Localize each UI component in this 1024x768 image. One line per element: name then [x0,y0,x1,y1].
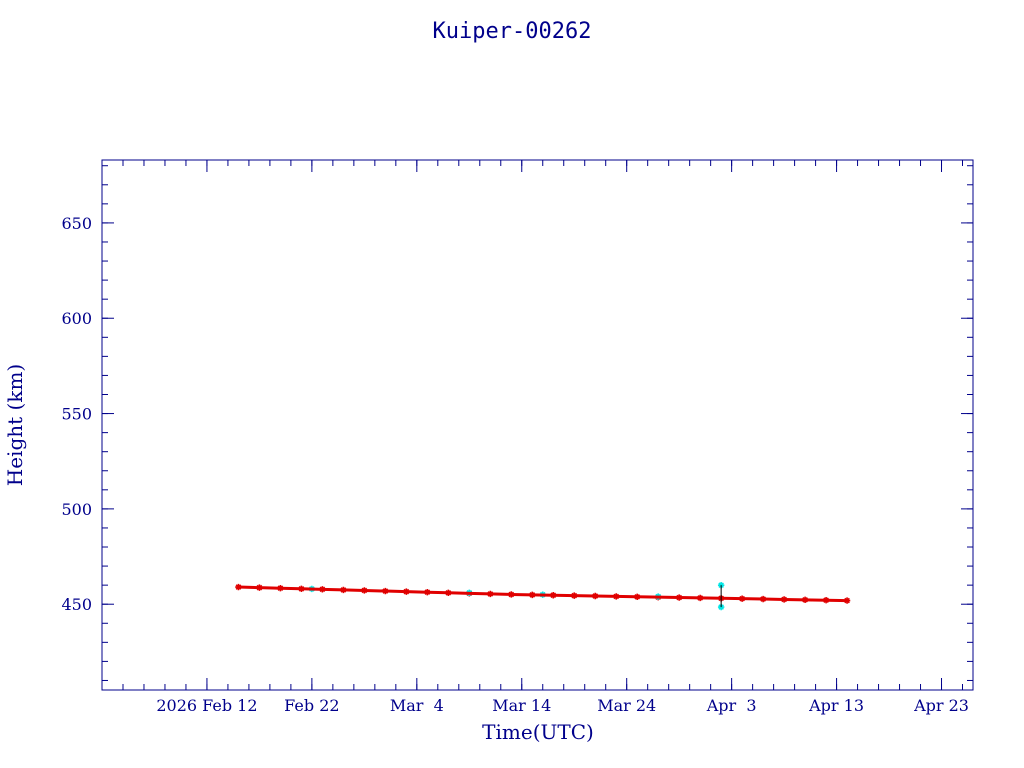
x-tick-label: 2026 Feb 12 [156,696,257,715]
x-tick-label: Mar 24 [597,696,656,715]
x-tick-label: Apr 13 [808,696,864,715]
x-axis: 2026 Feb 12 Feb 22 Mar 4 Mar 14 Mar 24 Apr 3 A… [156,160,969,715]
y-tick-label: 450 [61,595,92,614]
x-tick-label: Apr 23 [913,696,969,715]
y-tick-label: 550 [61,405,92,424]
y-tick-label: 650 [61,214,92,233]
plot-frame [101,159,974,691]
x-tick-label: Feb 22 [284,696,339,715]
x-axis-label: Time(UTC) [482,720,594,744]
series-line [238,585,848,603]
x-tick-label: Mar 4 [390,696,444,715]
y-tick-label: 500 [61,500,92,519]
y-tick-label: 600 [61,309,92,328]
y-axis: 450 500 550 600 650 [61,214,973,614]
y-axis-label: Height (km) [3,364,27,486]
data-points [235,581,851,611]
chart-title: Kuiper-00262 [433,19,592,44]
x-tick-label: Mar 14 [492,696,551,715]
minor-ticks [101,160,973,690]
x-tick-label: Apr 3 [706,696,757,715]
